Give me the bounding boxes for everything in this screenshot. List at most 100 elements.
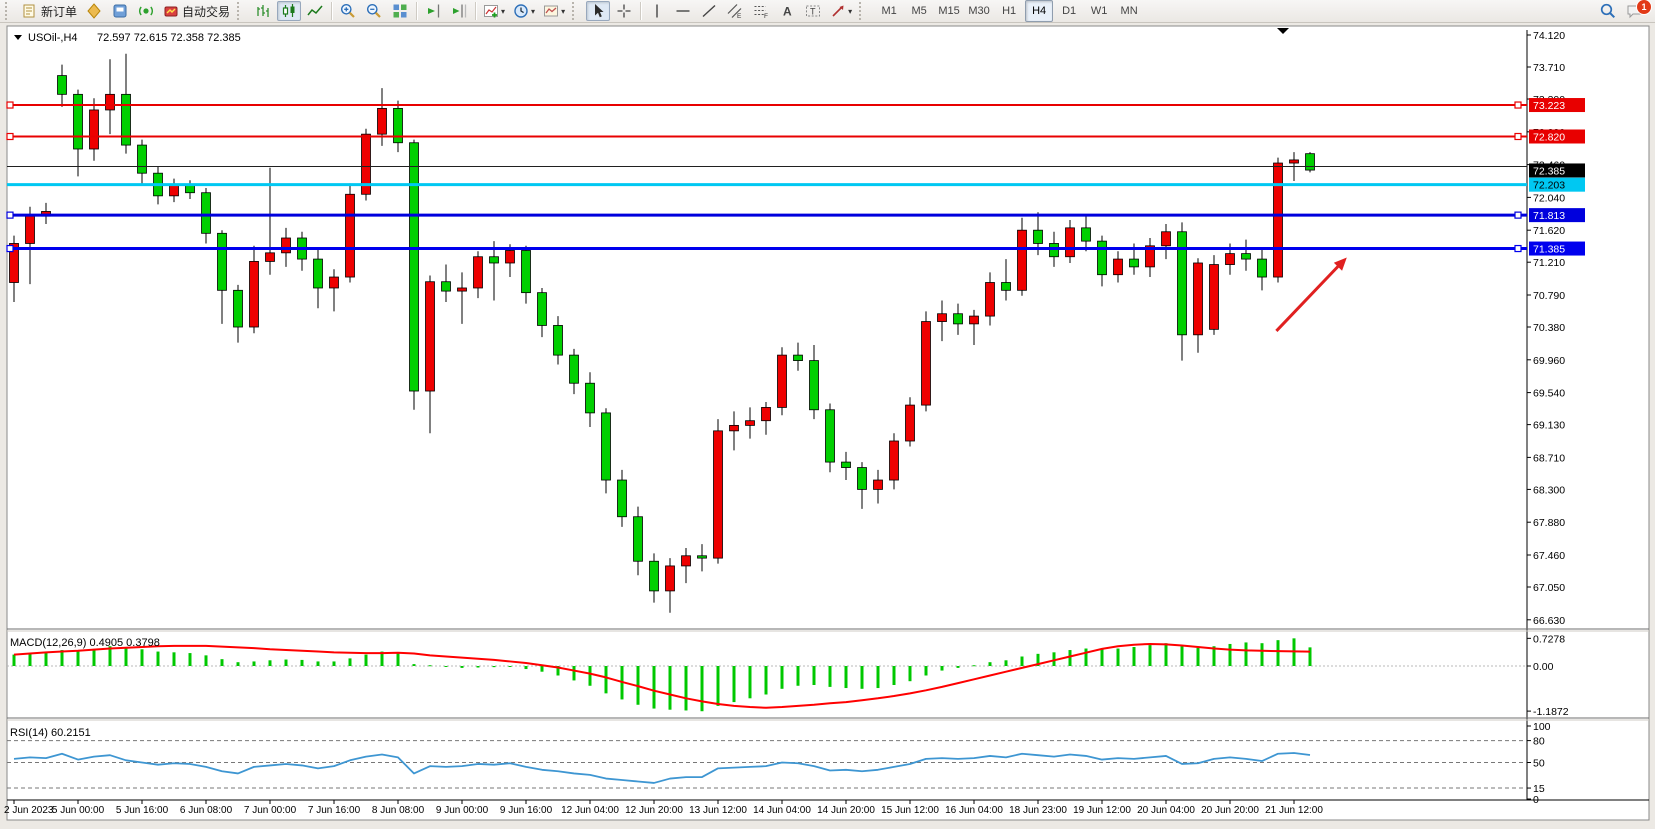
tile-windows-button[interactable] bbox=[388, 1, 412, 21]
new-order-icon bbox=[22, 3, 38, 19]
timeframe-button-m5[interactable]: M5 bbox=[911, 5, 927, 17]
shapes-button[interactable]: ▾ bbox=[827, 1, 855, 21]
chevron-down-icon: ▾ bbox=[848, 6, 853, 16]
candle-body bbox=[1305, 153, 1315, 171]
toolbar-grip bbox=[572, 2, 581, 20]
svg-text:F: F bbox=[764, 13, 768, 19]
chart-shift-button[interactable] bbox=[447, 1, 471, 21]
price-tick-label: 72.040 bbox=[1533, 192, 1565, 204]
line-handle[interactable] bbox=[1514, 132, 1522, 141]
support-line-72203[interactable]: 72.203 bbox=[7, 177, 1585, 192]
crosshair-button[interactable] bbox=[612, 1, 636, 21]
horizontal-line-icon bbox=[675, 3, 691, 19]
line-chart-icon bbox=[307, 3, 323, 19]
line-handle[interactable] bbox=[1514, 211, 1522, 219]
bar-chart-button[interactable] bbox=[251, 1, 275, 21]
channel-button[interactable]: E bbox=[723, 1, 747, 21]
support-line-71813[interactable]: 71.813 bbox=[6, 208, 1585, 223]
trend-arrow-annotation[interactable] bbox=[1275, 257, 1347, 332]
chart-canvas[interactable]: 74.12073.71073.30072.88072.46072.04071.6… bbox=[0, 23, 1655, 829]
timeframe-button-h1[interactable]: H1 bbox=[1002, 5, 1017, 17]
time-tick-label: 9 Jun 16:00 bbox=[500, 805, 553, 816]
line-handle[interactable] bbox=[6, 211, 14, 219]
arrow-shaft[interactable] bbox=[1275, 262, 1342, 332]
toolbar-separator bbox=[640, 2, 642, 20]
macd-bar bbox=[764, 666, 768, 695]
macd-bar bbox=[1164, 643, 1168, 666]
macd-bar bbox=[908, 666, 912, 682]
macd-bar bbox=[588, 666, 592, 686]
new-order-button[interactable]: 新订单 bbox=[19, 1, 80, 21]
macd-bar bbox=[524, 666, 528, 670]
candle-body bbox=[1145, 245, 1155, 268]
signals-button[interactable] bbox=[134, 1, 158, 21]
macd-bar bbox=[188, 653, 192, 666]
rsi-tick-label: 80 bbox=[1533, 736, 1545, 748]
zoom-out-button[interactable] bbox=[362, 1, 386, 21]
candle-body bbox=[313, 258, 323, 289]
fibonacci-button[interactable]: F bbox=[749, 1, 773, 21]
resistance-line-72820[interactable]: 72.820 bbox=[6, 129, 1585, 144]
toolbar: 新订单 自动交易 ▾ ▾ ▾ E F A T ▾ M1 M5 M15 M30 H1 H4 D1 W1 MN 1 bbox=[0, 0, 1655, 23]
periods-button[interactable]: ▾ bbox=[510, 1, 538, 21]
macd-bar bbox=[1196, 647, 1200, 666]
candle-body bbox=[425, 281, 435, 392]
notifications-button[interactable]: 1 bbox=[1622, 0, 1652, 21]
line-handle[interactable] bbox=[6, 244, 14, 253]
macd-tick-label: 0.7278 bbox=[1533, 633, 1565, 645]
trendline-button[interactable] bbox=[697, 1, 721, 21]
candle-body bbox=[121, 93, 131, 146]
candle-body bbox=[265, 252, 275, 262]
cursor-icon bbox=[590, 3, 606, 19]
candle-body bbox=[585, 382, 595, 414]
line-handle[interactable] bbox=[6, 132, 14, 141]
auto-scroll-button[interactable] bbox=[421, 1, 445, 21]
support-line-71385[interactable]: 71.385 bbox=[6, 241, 1585, 256]
current-price-badge-bg bbox=[1529, 163, 1585, 178]
candlestick-chart-button[interactable] bbox=[277, 1, 302, 21]
timeframe-button-m1[interactable]: M1 bbox=[881, 5, 897, 17]
timeframe-button-m30[interactable]: M30 bbox=[968, 5, 990, 17]
candle-body bbox=[201, 192, 211, 234]
candle-body bbox=[1177, 231, 1187, 336]
label-button[interactable]: T bbox=[801, 1, 825, 21]
timeframe-button-w1[interactable]: W1 bbox=[1090, 5, 1108, 17]
timeframe-button-mn[interactable]: MN bbox=[1120, 5, 1138, 17]
search-button[interactable] bbox=[1596, 1, 1620, 21]
autotrade-button[interactable]: 自动交易 bbox=[160, 1, 233, 21]
time-tick-label: 18 Jun 23:00 bbox=[1009, 805, 1067, 816]
zoom-in-button[interactable] bbox=[336, 1, 360, 21]
resistance-line-73223[interactable]: 73.223 bbox=[6, 98, 1585, 113]
macd-bar bbox=[748, 666, 752, 699]
macd-bar bbox=[76, 650, 80, 666]
price-tick-label: 69.960 bbox=[1533, 355, 1565, 367]
candle-body bbox=[1001, 282, 1011, 291]
indicators-button[interactable]: ▾ bbox=[480, 1, 508, 21]
timeframe-button-m15[interactable]: M15 bbox=[938, 5, 960, 17]
templates-button[interactable]: ▾ bbox=[540, 1, 568, 21]
macd-bar bbox=[204, 655, 208, 666]
market-watch-button[interactable] bbox=[82, 1, 106, 21]
cursor-button[interactable] bbox=[586, 1, 611, 21]
macd-bar bbox=[1260, 643, 1264, 666]
candle-body bbox=[665, 565, 675, 592]
vertical-line-button[interactable] bbox=[645, 1, 669, 21]
price-tick-label: 68.710 bbox=[1533, 452, 1565, 464]
candle-body bbox=[1049, 243, 1059, 258]
data-window-button[interactable] bbox=[108, 1, 132, 21]
chart-shift-marker[interactable] bbox=[1277, 28, 1289, 34]
line-handle[interactable] bbox=[6, 101, 14, 109]
timeframe-button-d1[interactable]: D1 bbox=[1062, 5, 1077, 17]
chart-menu-triangle-icon[interactable] bbox=[14, 35, 22, 40]
macd-bar bbox=[508, 666, 512, 667]
timeframe-button-h4[interactable]: H4 bbox=[1025, 0, 1054, 22]
text-button[interactable]: A bbox=[775, 1, 799, 21]
horizontal-line-button[interactable] bbox=[671, 1, 695, 21]
candle-body bbox=[1065, 227, 1075, 258]
line-handle[interactable] bbox=[1514, 244, 1522, 253]
line-chart-button[interactable] bbox=[303, 1, 327, 21]
line-handle[interactable] bbox=[1514, 101, 1522, 109]
chart-window[interactable]: 74.12073.71073.30072.88072.46072.04071.6… bbox=[0, 23, 1655, 829]
